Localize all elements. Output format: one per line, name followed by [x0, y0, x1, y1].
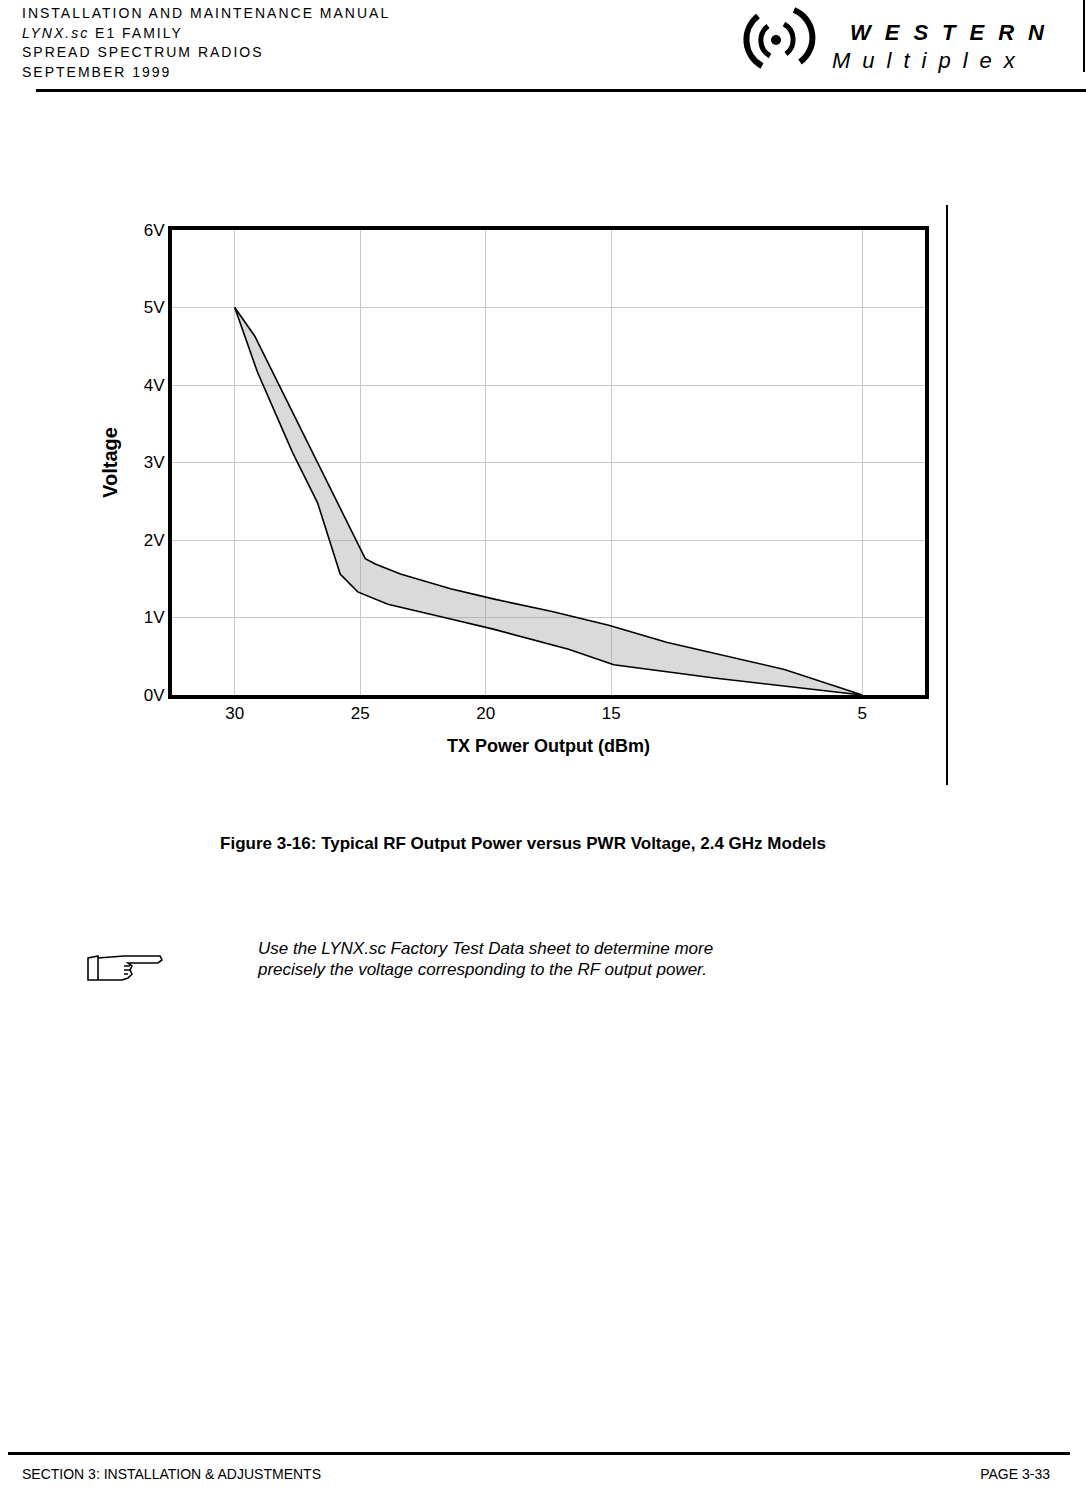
html-text:LYNX.sc E1 FAMILY: LYNX.sc E1 FAMILY: [22, 24, 183, 41]
svg-text:4V: 4V: [144, 376, 165, 395]
svg-text:Voltage: Voltage: [99, 427, 121, 498]
svg-text:3V: 3V: [144, 453, 165, 472]
html-text:Use the LYNX.sc Factory Test D: Use the LYNX.sc Factory Test Data sheet …: [258, 939, 714, 958]
svg-text:30: 30: [225, 704, 244, 723]
svg-text:WESTERN: WESTERN: [850, 20, 1058, 45]
svg-text:25: 25: [351, 704, 370, 723]
svg-text:5: 5: [858, 704, 867, 723]
svg-text:1V: 1V: [144, 608, 165, 627]
svg-text:TX Power Output (dBm): TX Power Output (dBm): [447, 736, 650, 756]
html-text:PAGE 3-33: PAGE 3-33: [980, 1466, 1050, 1482]
svg-text:6V: 6V: [144, 221, 165, 240]
svg-text:2V: 2V: [144, 531, 165, 550]
svg-text:20: 20: [476, 704, 495, 723]
html-text:SEPTEMBER 1999: SEPTEMBER 1999: [22, 63, 172, 80]
svg-text:15: 15: [602, 704, 621, 723]
svg-text:5V: 5V: [144, 298, 165, 317]
svg-text:Multiplex: Multiplex: [832, 48, 1027, 73]
html-text:INSTALLATION AND MAINTENANCE M: INSTALLATION AND MAINTENANCE MANUAL: [22, 5, 391, 21]
html-text:SECTION 3: INSTALLATION & ADJU: SECTION 3: INSTALLATION & ADJUSTMENTS: [22, 1466, 321, 1482]
svg-text:0V: 0V: [144, 686, 165, 705]
html-text:SPREAD SPECTRUM RADIOS: SPREAD SPECTRUM RADIOS: [22, 44, 264, 60]
html-text:Figure 3-16: Typical RF Output: Figure 3-16: Typical RF Output Power ver…: [220, 834, 826, 853]
html-text:precisely the voltage correspo: precisely the voltage corresponding to t…: [258, 960, 707, 979]
